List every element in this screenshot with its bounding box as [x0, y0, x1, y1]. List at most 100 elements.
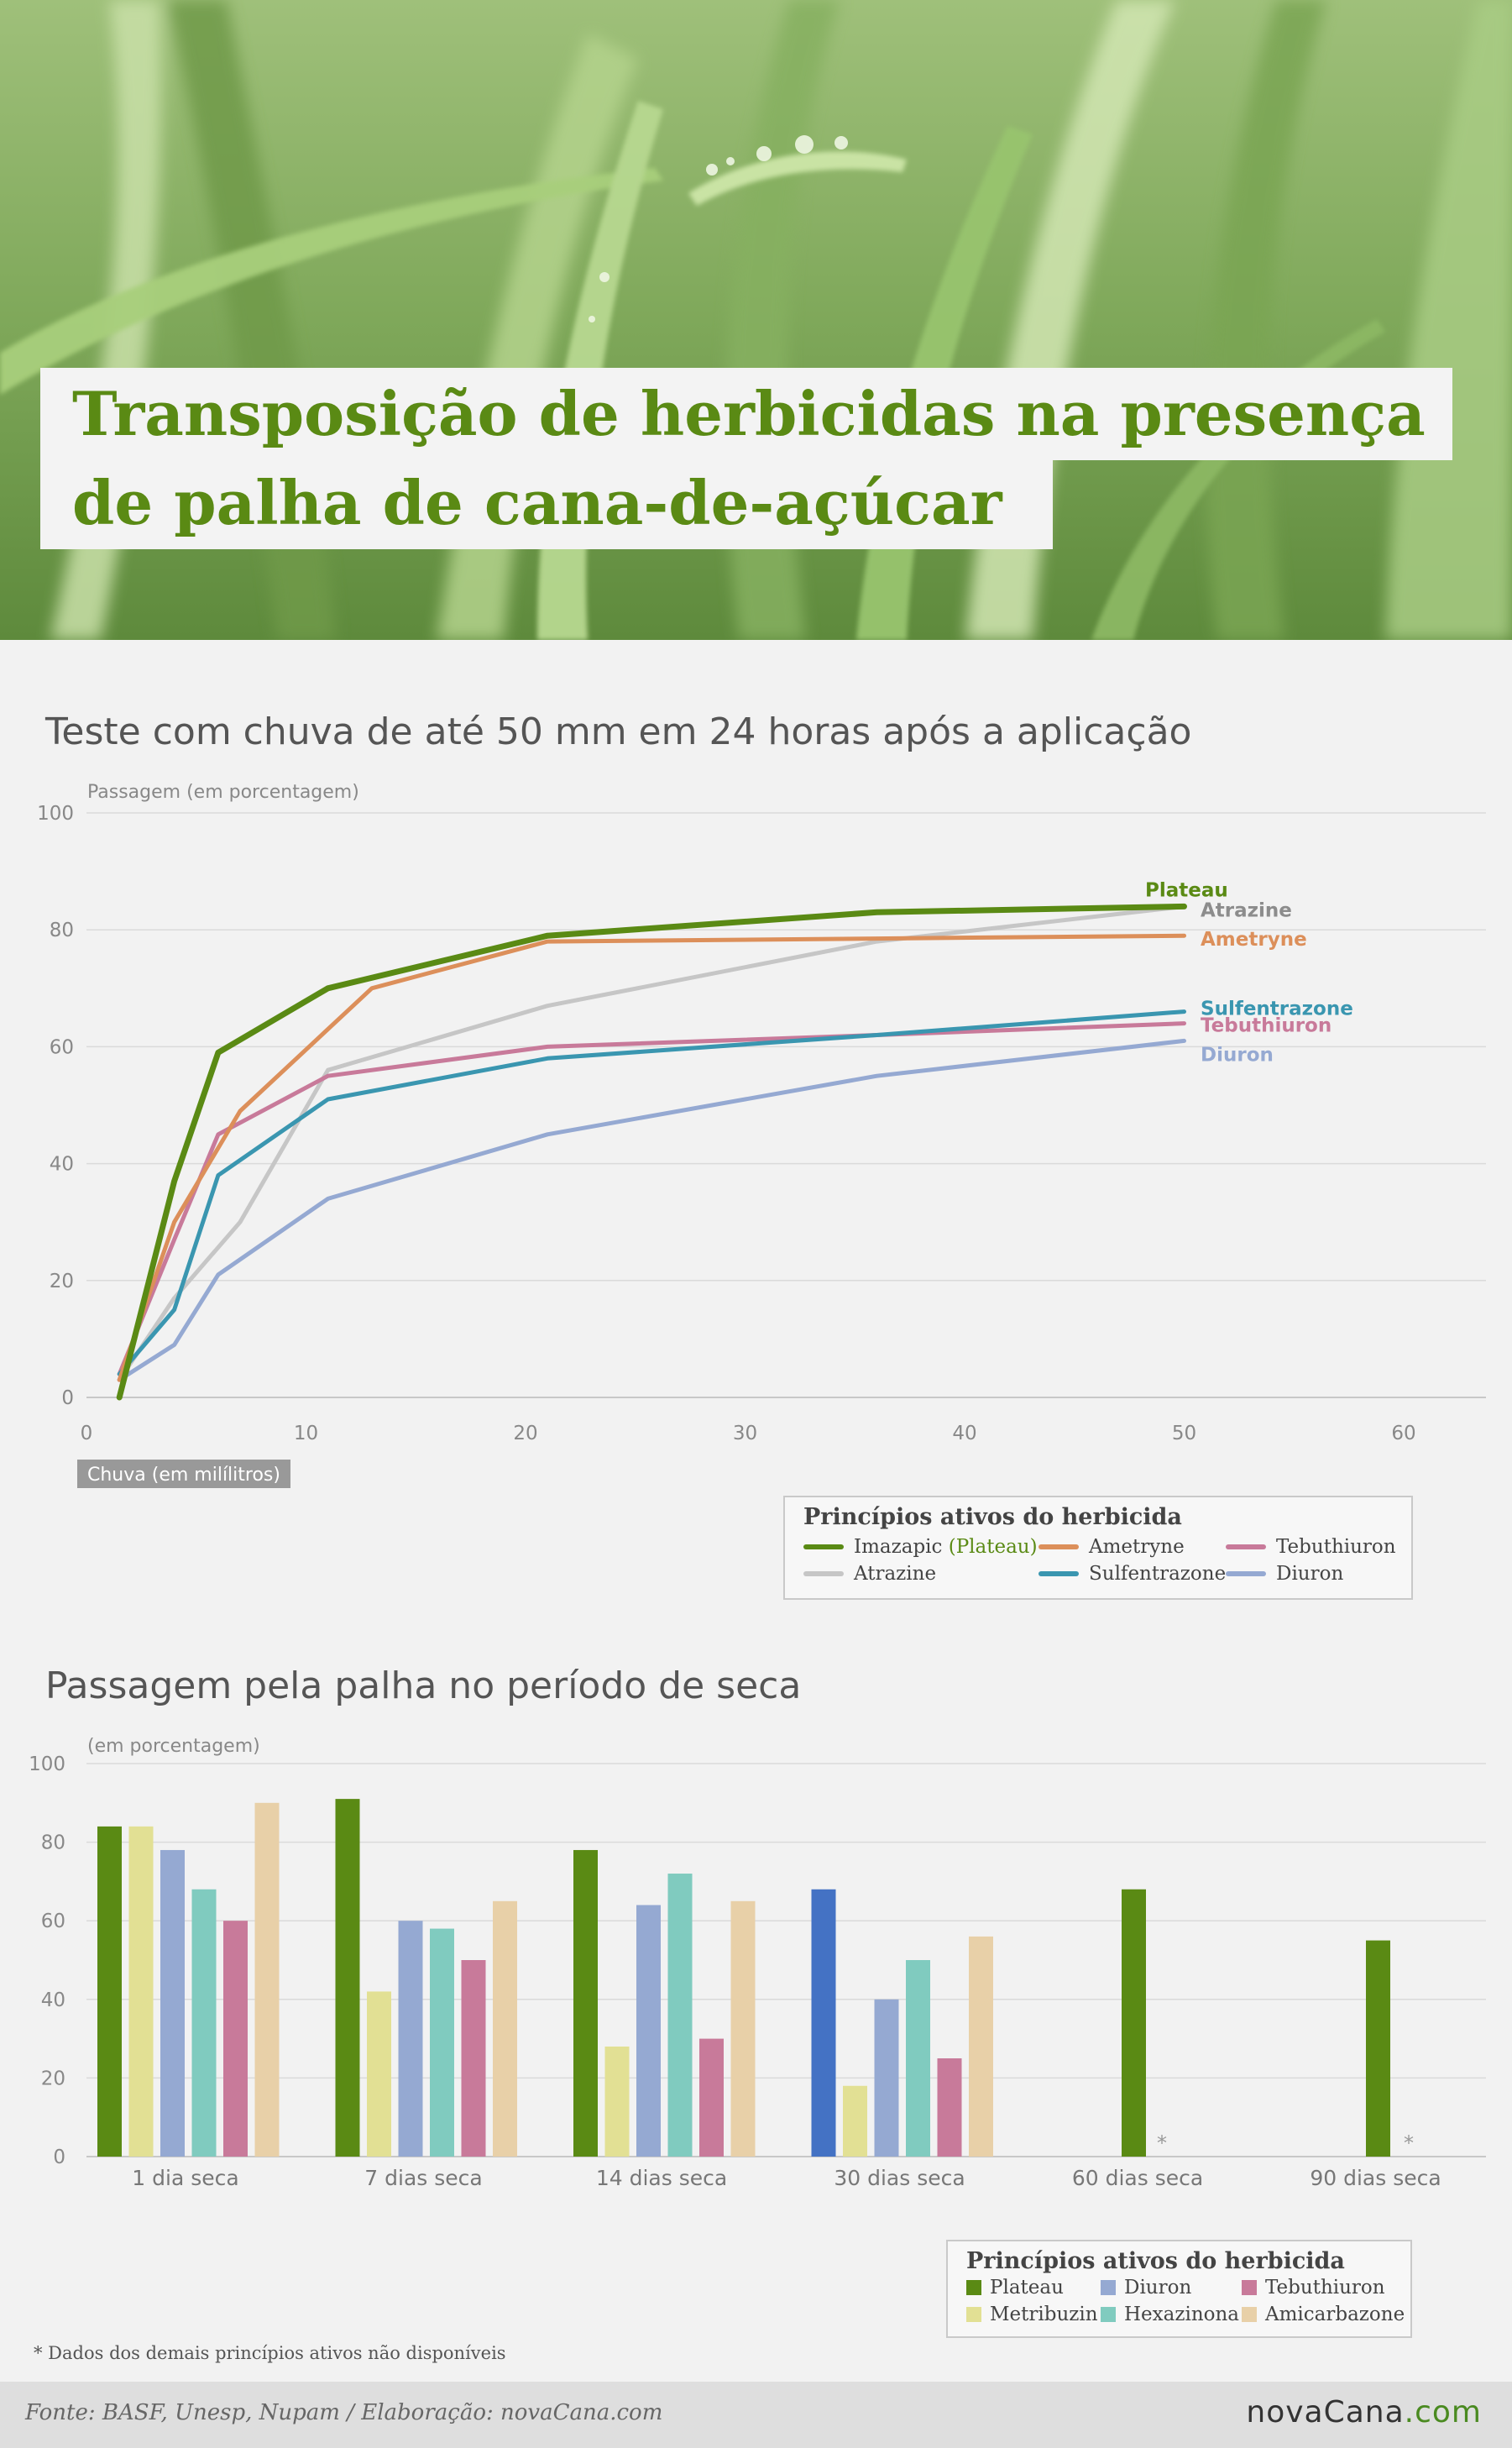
legend-label: Imazapic	[854, 1536, 943, 1558]
brand-suffix: .com	[1404, 2395, 1482, 2430]
x-tick-label: 20	[513, 1423, 537, 1444]
legend-swatch	[966, 2307, 981, 2322]
legend-swatch	[803, 1544, 844, 1549]
legend-item-ametryne: Ametryne	[1039, 1536, 1185, 1558]
y-tick-label: 60	[41, 1911, 65, 1932]
y-tick-label: 0	[61, 1387, 74, 1409]
unavailable-marker: *	[1404, 2131, 1414, 2155]
legend-swatch	[1101, 2307, 1116, 2322]
bar-metribuzin	[843, 2085, 867, 2157]
bar-plateau	[335, 1799, 360, 2157]
x-tick-label: 30 dias seca	[834, 2166, 965, 2190]
series-line-plateau	[116, 903, 1187, 1401]
x-tick-label: 1 dia seca	[132, 2166, 238, 2190]
x-tick-label: 60	[1391, 1423, 1415, 1444]
legend-label: Plateau	[990, 2277, 1064, 2299]
bar-hexazinona	[667, 1874, 693, 2157]
x-tick-label: 0	[81, 1423, 93, 1444]
legend-swatch	[966, 2280, 981, 2295]
end-label-plateau: Plateau	[1145, 879, 1228, 901]
line-chart-x-label: Chuva (em milílitros)	[87, 1465, 280, 1486]
series-line-ametryne	[117, 933, 1186, 1382]
series-line-atrazine	[117, 904, 1186, 1382]
x-tick-label: 40	[952, 1423, 976, 1444]
bar-diuron	[160, 1849, 185, 2157]
y-tick-label: 100	[37, 803, 74, 825]
bar-chart: 0 20 40 60 80 100 (em porcentagem) 1 dia seca…	[29, 1736, 1486, 2190]
legend-swatch	[1242, 2280, 1257, 2295]
legend-swatch	[1039, 1571, 1079, 1576]
y-tick-label: 80	[50, 920, 74, 941]
x-tick-label: 30	[733, 1423, 757, 1444]
series-line-sulfentrazone	[117, 1009, 1186, 1376]
line-chart-series	[116, 903, 1187, 1401]
legend-item-sulfentrazone: Sulfentrazone	[1039, 1563, 1226, 1585]
line-chart-legend: Princípios ativos do herbicida Imazapic …	[783, 1496, 1413, 1600]
y-tick-label: 20	[50, 1271, 74, 1292]
line-chart-x-ticks: 0 10 20 30 40 50 60	[81, 1423, 1416, 1444]
bar-tebuthiuron	[699, 2038, 724, 2157]
bar-metribuzin	[604, 2046, 630, 2157]
bar-plateau	[811, 1889, 836, 2157]
bar-hexazinona	[191, 1889, 217, 2157]
brand-main: novaCana	[1246, 2395, 1405, 2430]
legend-item-diuron: Diuron	[1101, 2277, 1191, 2299]
bar-diuron	[636, 1905, 661, 2157]
legend-label: Metribuzin	[990, 2304, 1098, 2325]
source-credit: Fonte: BASF, Unesp, Nupam / Elaboração: …	[25, 2400, 663, 2425]
bar-amicarbazone	[969, 1936, 993, 2157]
y-tick-label: 40	[50, 1154, 74, 1176]
line-chart-y-ticks: 0 20 40 60 80 100	[37, 803, 74, 1409]
end-label-ametryne: Ametryne	[1201, 929, 1307, 951]
legend-swatch	[1226, 1571, 1266, 1576]
legend-label: Ametryne	[1089, 1536, 1185, 1558]
x-tick-label: 90 dias seca	[1310, 2166, 1441, 2190]
bar-diuron	[874, 1999, 899, 2157]
legend-label: Diuron	[1124, 2277, 1192, 2299]
line-chart-title: Teste com chuva de até 50 mm em 24 horas…	[45, 710, 1192, 753]
bar-plateau	[573, 1849, 598, 2157]
bar-tebuthiuron	[223, 1921, 248, 2157]
y-tick-label: 0	[53, 2147, 65, 2168]
footnote: * Dados dos demais princípios ativos não…	[34, 2343, 506, 2363]
legend-label-extra: (Plateau)	[948, 1536, 1038, 1558]
series-line-diuron	[117, 1038, 1186, 1382]
x-tick-label: 60 dias seca	[1072, 2166, 1203, 2190]
line-chart-y-label: Passagem (em porcentagem)	[87, 782, 359, 803]
legend-item-plateau: Plateau	[966, 2277, 1064, 2299]
end-label-diuron: Diuron	[1201, 1044, 1274, 1066]
legend-item-atrazine: Atrazine	[803, 1563, 936, 1585]
legend-label: Sulfentrazone	[1089, 1563, 1227, 1585]
legend-swatch	[1242, 2307, 1257, 2322]
bar-chart-bars	[97, 1799, 1390, 2157]
footer: Fonte: BASF, Unesp, Nupam / Elaboração: …	[0, 2382, 1512, 2448]
line-chart-grid	[86, 812, 1486, 1398]
y-tick-label: 20	[41, 2068, 65, 2089]
legend-label: Hexazinona	[1124, 2304, 1240, 2325]
legend-label: Tebuthiuron	[1265, 2277, 1385, 2299]
x-tick-label: 10	[294, 1423, 318, 1444]
bar-hexazinona	[906, 1960, 930, 2157]
end-label-sulfentrazone: Sulfentrazone	[1201, 999, 1353, 1020]
y-tick-label: 80	[41, 1832, 65, 1854]
y-tick-label: 60	[50, 1036, 74, 1058]
hero-banner: Transposição de herbicidas na presença d…	[0, 0, 1512, 640]
unavailable-marker: *	[1157, 2131, 1167, 2155]
legend-item-metribuzin: Metribuzin	[966, 2304, 1098, 2325]
bar-chart-x-ticks: 1 dia seca 7 dias seca 14 dias seca 30 dias…	[132, 2166, 1441, 2190]
x-tick-label: 50	[1172, 1423, 1196, 1444]
bar-amicarbazone	[493, 1900, 517, 2157]
legend-label: Tebuthiuron	[1276, 1536, 1396, 1558]
bar-chart-legend-title: Princípios ativos do herbicida	[966, 2248, 1345, 2274]
bar-amicarbazone	[254, 1802, 280, 2157]
bar-amicarbazone	[730, 1900, 756, 2157]
legend-label: Atrazine	[854, 1563, 937, 1585]
bar-chart-y-label: (em porcentagem)	[87, 1736, 260, 1757]
legend-item-tebuthiuron: Tebuthiuron	[1226, 1536, 1396, 1558]
legend-swatch	[1039, 1544, 1079, 1549]
bar-plateau	[1122, 1889, 1146, 2157]
bar-tebuthiuron	[937, 2058, 962, 2157]
legend-swatch	[1226, 1544, 1266, 1549]
bar-chart-y-ticks: 0 20 40 60 80 100	[29, 1753, 65, 2168]
y-tick-label: 40	[41, 1989, 65, 2011]
